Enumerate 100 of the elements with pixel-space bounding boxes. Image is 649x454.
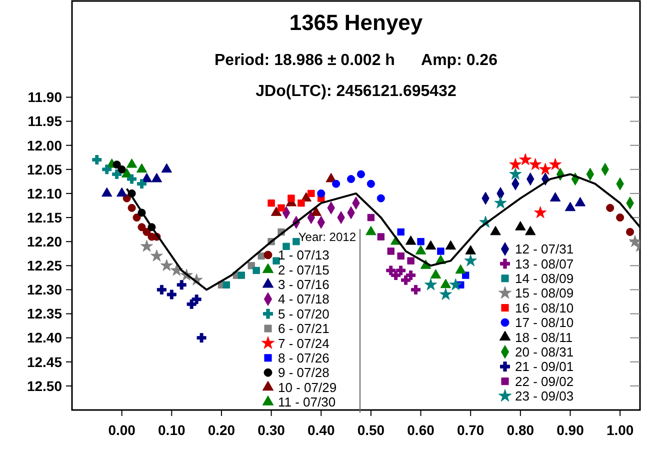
point <box>127 174 137 184</box>
x-tick-label: 0.50 <box>357 422 385 438</box>
point <box>628 235 640 247</box>
point <box>437 248 444 255</box>
point <box>550 192 561 202</box>
point <box>490 226 501 236</box>
y-tick-label: 12.40 <box>26 330 62 346</box>
point <box>92 155 102 165</box>
legend-label: 18 - 08/11 <box>515 330 573 345</box>
legend-label: 15 - 08/09 <box>515 286 574 301</box>
point <box>160 259 173 272</box>
legend-label: 4 - 07/18 <box>278 292 330 307</box>
legend-label: 10 - 07/29 <box>278 380 337 395</box>
point <box>386 266 396 276</box>
legend-label: 13 - 08/07 <box>515 256 574 272</box>
point <box>430 269 442 278</box>
x-tick-label: 1.00 <box>606 422 634 438</box>
y-tick-label: 11.90 <box>28 89 62 106</box>
legend-label: 2 - 07/15 <box>278 262 330 278</box>
point <box>626 228 634 236</box>
point <box>509 158 522 170</box>
point <box>439 288 452 300</box>
annotation: JDo(LTC): 2456121.695432 <box>256 83 456 100</box>
point <box>112 169 122 179</box>
point <box>288 194 295 202</box>
legend-title: Year: 2012 <box>298 230 356 244</box>
point <box>332 180 340 188</box>
point <box>515 221 526 230</box>
x-tick-label: 0.20 <box>208 422 236 438</box>
y-tick-label: 12.45 <box>26 354 62 370</box>
point <box>387 248 394 255</box>
legend-label: 6 - 07/21 <box>278 321 330 336</box>
legend-label: 8 - 07/26 <box>278 350 330 366</box>
point <box>128 204 136 212</box>
x-tick-label: 0.10 <box>158 422 186 438</box>
point <box>574 196 586 206</box>
point <box>401 275 411 285</box>
chart-title: 1365 Henyey <box>289 10 424 35</box>
point <box>136 163 148 173</box>
point <box>425 240 436 250</box>
point <box>270 206 282 216</box>
point <box>415 245 426 254</box>
point <box>137 179 147 189</box>
y-tick-label: 12.25 <box>26 258 62 274</box>
point <box>356 170 366 178</box>
point <box>252 266 260 274</box>
legend-label: 3 - 07/16 <box>278 276 330 292</box>
point <box>465 245 476 254</box>
point <box>564 202 576 212</box>
point <box>196 333 206 343</box>
point <box>539 162 552 175</box>
point <box>317 189 326 198</box>
text: Period: 18.986 ± 0.002 h Amp: 0.26 <box>214 52 498 69</box>
point <box>192 294 202 304</box>
legend-label: 21 - 09/01 <box>515 359 574 374</box>
point <box>292 238 300 246</box>
point <box>112 160 121 169</box>
x-tick-label: 0.90 <box>556 422 584 438</box>
y-tick-label: 12.20 <box>26 233 62 250</box>
y-tick-label: 11.95 <box>28 113 62 130</box>
point <box>282 242 290 250</box>
point <box>405 235 416 245</box>
point <box>116 187 128 197</box>
y-tick-label: 12.35 <box>26 306 62 322</box>
point <box>308 190 315 198</box>
point <box>222 281 230 288</box>
point <box>606 204 614 212</box>
legend-label: 7 - 07/24 <box>278 336 330 351</box>
point <box>449 278 462 290</box>
point <box>397 228 404 236</box>
x-tick-label: 0.00 <box>108 422 136 438</box>
point <box>549 158 562 170</box>
point <box>367 214 375 222</box>
point <box>377 233 385 240</box>
point <box>464 254 477 266</box>
point <box>102 164 112 174</box>
point <box>525 226 536 236</box>
point <box>138 223 146 232</box>
point <box>118 165 126 174</box>
point <box>396 266 406 276</box>
point <box>455 264 466 274</box>
point <box>102 187 112 197</box>
point <box>170 264 183 276</box>
point <box>140 240 154 252</box>
point <box>424 278 438 290</box>
x-tick-label: 0.30 <box>258 422 286 438</box>
x-tick-label: 0.40 <box>308 422 335 438</box>
legend-label: 1 - 07/13 <box>278 248 330 263</box>
point <box>509 168 522 180</box>
y-tick-label: 12.05 <box>26 161 62 178</box>
point <box>366 226 376 236</box>
point <box>176 280 186 290</box>
legend-label: 5 - 07/20 <box>278 306 330 322</box>
point <box>161 163 172 173</box>
point <box>156 284 166 294</box>
point <box>445 240 456 250</box>
point <box>616 214 624 222</box>
legend-label: 22 - 09/02 <box>515 374 574 389</box>
point <box>278 204 285 212</box>
point <box>150 249 163 262</box>
